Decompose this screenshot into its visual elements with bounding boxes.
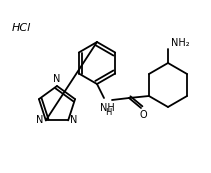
Text: HCl: HCl xyxy=(12,23,31,33)
Text: NH: NH xyxy=(100,103,114,113)
Text: O: O xyxy=(139,110,147,120)
Text: H: H xyxy=(105,108,111,117)
Text: N: N xyxy=(70,115,78,125)
Text: NH₂: NH₂ xyxy=(171,38,190,48)
Text: N: N xyxy=(37,115,44,125)
Text: N: N xyxy=(53,74,61,84)
